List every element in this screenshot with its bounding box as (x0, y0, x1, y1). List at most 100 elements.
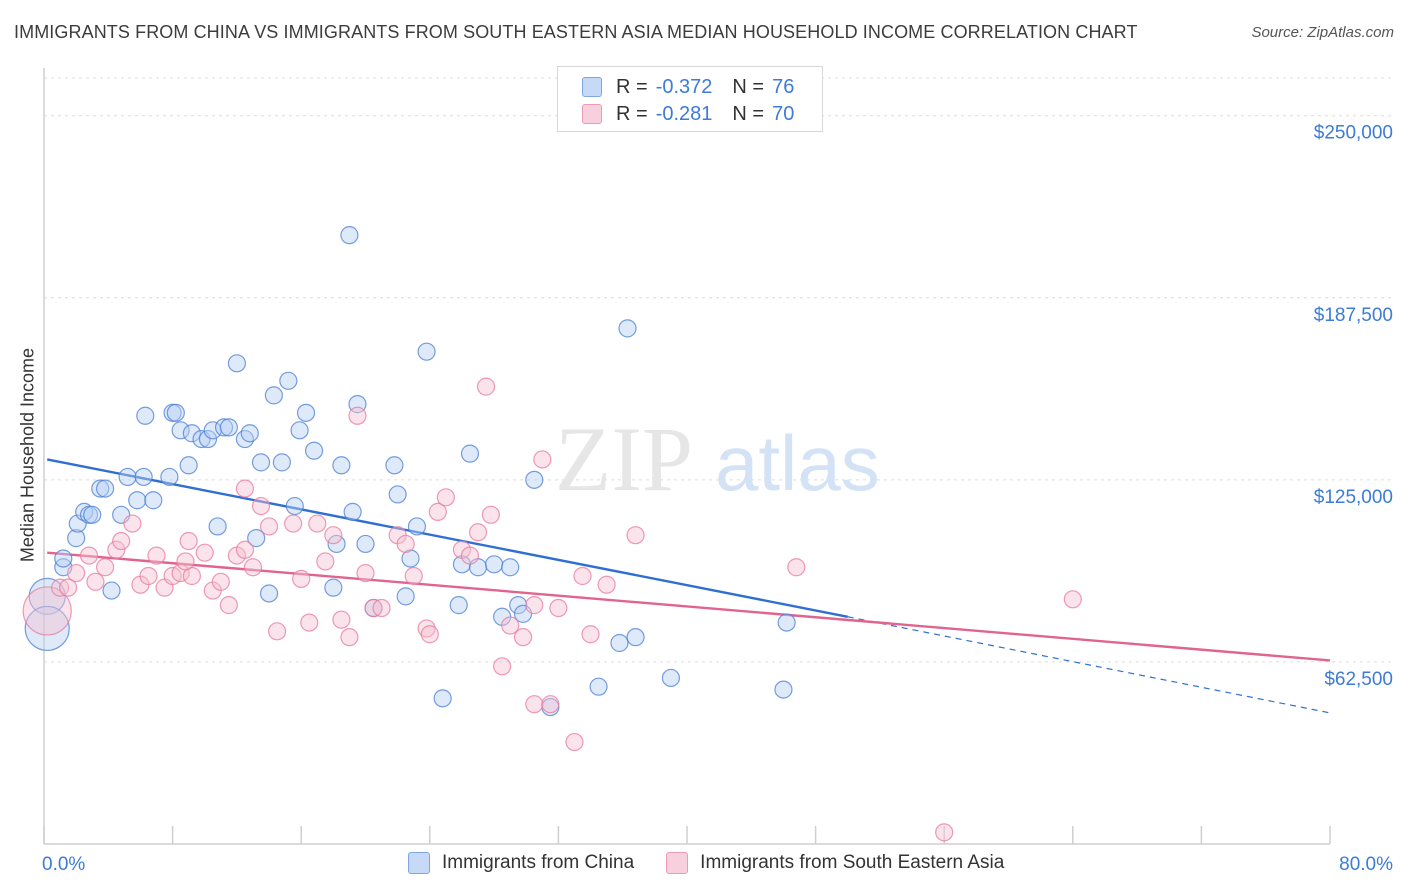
tick-labels: $62,500 $125,000 $187,500 $250,000 0.0% 80.0% (42, 123, 1393, 875)
china-point (235, 429, 255, 449)
sea-point (513, 628, 533, 647)
sea-point (95, 558, 115, 577)
legend-n-label: N = (732, 75, 765, 98)
china-point (296, 403, 316, 422)
china-point (485, 555, 504, 574)
y-tick-label: $62,500 (1324, 669, 1393, 690)
watermark-atlas: atlas (715, 419, 880, 507)
china-point (396, 587, 415, 606)
series-label-sea: Immigrants from South Eastern Asia (700, 852, 1005, 873)
china-point (774, 680, 793, 699)
sea-point (420, 625, 439, 644)
series-legend-sea[interactable]: Immigrants from South Eastern Asia (666, 852, 1004, 874)
china-point (182, 424, 201, 443)
sea-point (481, 505, 500, 524)
china-point (208, 517, 227, 536)
china-point (91, 479, 110, 498)
sea-point (195, 543, 214, 562)
china-point (251, 453, 271, 472)
china-point (240, 424, 259, 443)
china-point (661, 668, 681, 688)
sea-point (259, 517, 279, 536)
china-point (179, 456, 198, 475)
sea-point (1063, 590, 1082, 609)
sea-point (476, 377, 496, 396)
china-point (285, 496, 304, 516)
legend-swatch-sea (582, 104, 602, 124)
sea-point (549, 598, 568, 618)
china-point (136, 406, 155, 425)
sea-point (356, 563, 375, 583)
sea-point (284, 514, 303, 533)
china-point (407, 517, 427, 536)
sea-point (112, 531, 131, 551)
sea-point (501, 616, 520, 635)
source-label: Source: ZipAtlas.com (1251, 24, 1394, 41)
sea-point (22, 586, 72, 636)
legend-n-value-china: 76 (772, 75, 795, 98)
sea-point (267, 622, 287, 641)
sea-point (123, 514, 142, 533)
sea-point (107, 540, 126, 559)
sea-point (436, 488, 455, 507)
china-point (247, 529, 266, 548)
sea-point (251, 496, 271, 516)
sea-point (787, 558, 806, 577)
y-tick-label: $187,500 (1314, 305, 1393, 326)
y-tick-label: $125,000 (1314, 487, 1393, 508)
china-point (67, 529, 86, 548)
sea-point (300, 613, 319, 632)
china-trend-extension (847, 616, 1331, 714)
sea-point (493, 657, 512, 676)
china-point (304, 441, 324, 460)
sea-point (316, 552, 335, 571)
sea-point (332, 610, 351, 629)
china-point (102, 581, 121, 600)
china-point (356, 534, 375, 554)
sea-point (565, 732, 584, 752)
legend-n-label: N = (732, 102, 765, 125)
china-point (128, 491, 147, 510)
legend-row-sea: R = -0.281 N = 70 (582, 100, 814, 128)
sea-point (525, 596, 544, 615)
sea-point (404, 566, 423, 586)
sea-point (541, 695, 560, 714)
sea-point (581, 625, 600, 644)
sea-point (292, 569, 311, 588)
china-point (219, 418, 238, 437)
china-point (449, 596, 468, 615)
china-point (28, 577, 66, 615)
china-point (388, 485, 407, 504)
china-point (118, 467, 137, 487)
series-label-china: Immigrants from China (442, 852, 635, 873)
china-point (525, 470, 544, 489)
china-point (610, 633, 629, 653)
sea-point (219, 596, 238, 615)
sea-point (139, 566, 158, 586)
china-point (433, 689, 452, 708)
china-point (272, 453, 292, 472)
series-swatch-sea (666, 852, 689, 874)
legend-row-china: R = -0.372 N = 76 (582, 73, 814, 101)
china-point (279, 371, 298, 390)
china-point (95, 479, 115, 498)
china-point (589, 677, 608, 696)
sea-point (324, 526, 343, 545)
sea-trend-line (47, 551, 1331, 662)
sea-point (147, 546, 166, 565)
china-point (618, 319, 637, 338)
y-tick-label: $250,000 (1314, 123, 1393, 144)
sea-point (935, 823, 954, 842)
chart-title: IMMIGRANTS FROM CHINA VS IMMIGRANTS FROM… (14, 22, 1138, 42)
sea-point (468, 523, 488, 542)
sea-point (525, 695, 544, 714)
legend-r-value-china: -0.372 (655, 75, 713, 98)
china-point (198, 429, 218, 449)
watermark-zip: ZIP (555, 408, 693, 510)
y-axis-label: Median Household Income (17, 347, 38, 563)
china-point (626, 628, 645, 647)
china-point (144, 491, 163, 510)
sea-point (396, 534, 415, 554)
series-legend-china[interactable]: Immigrants from China (408, 852, 634, 874)
